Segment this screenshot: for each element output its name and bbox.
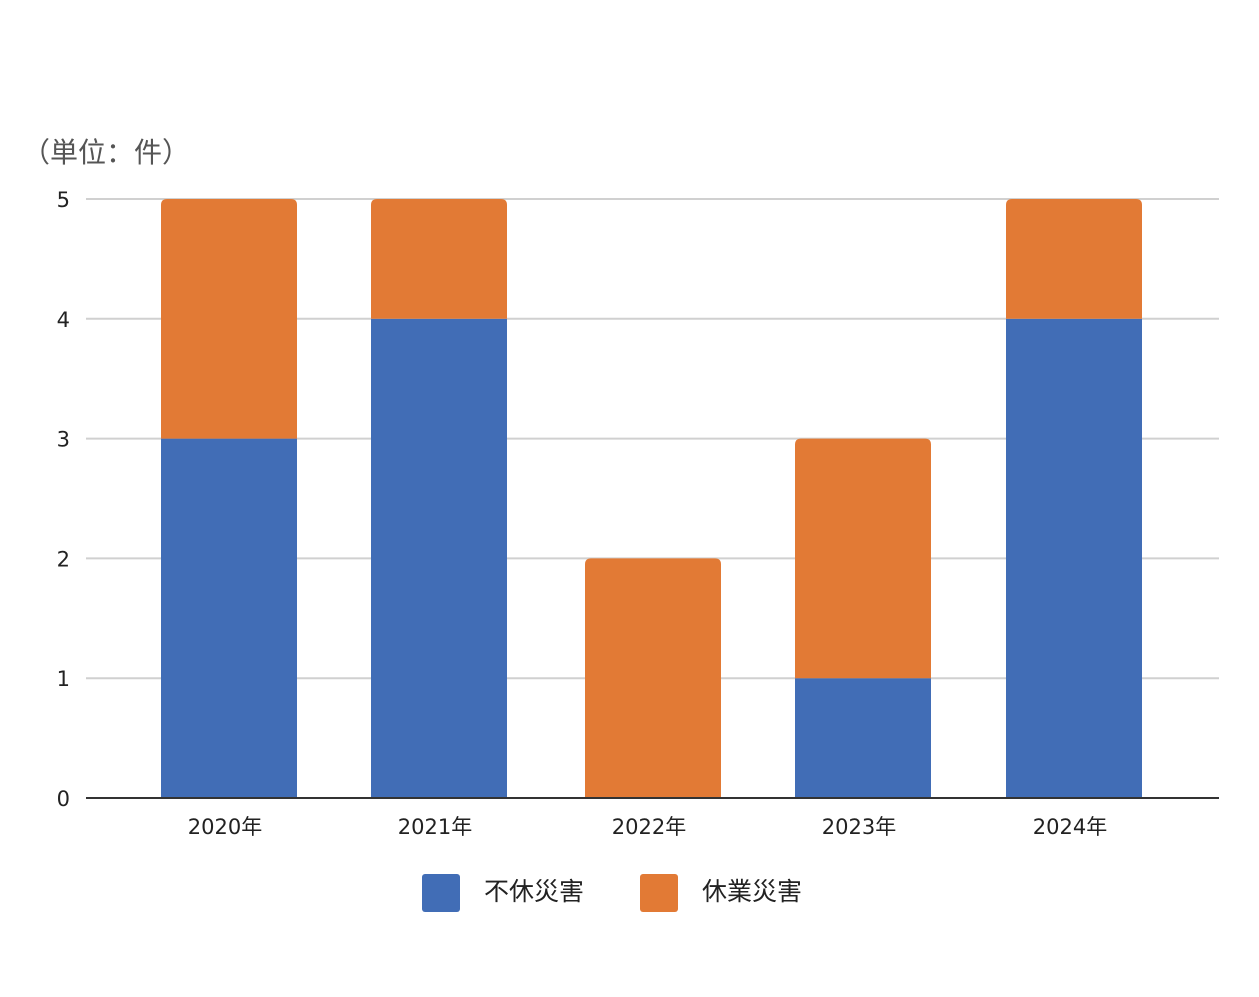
bar-segment xyxy=(371,318,507,798)
y-tick-label: 0 xyxy=(57,787,70,811)
x-tick-label: 2022年 xyxy=(612,815,686,839)
unit-label: （単位：件） xyxy=(22,136,190,169)
y-tick-label: 5 xyxy=(57,188,70,212)
y-tick-label: 1 xyxy=(57,667,70,691)
bar-segment xyxy=(1006,199,1142,319)
x-tick-label: 2023年 xyxy=(822,815,896,839)
bar-segment xyxy=(585,558,721,798)
x-tick-label: 2020年 xyxy=(188,815,262,839)
y-tick-label: 2 xyxy=(57,547,70,571)
bar-segment xyxy=(1006,318,1142,798)
bar-segment xyxy=(161,438,297,798)
y-tick-label: 3 xyxy=(57,428,70,452)
y-tick-label: 4 xyxy=(57,308,70,332)
bar-segment xyxy=(371,199,507,319)
bar-segment xyxy=(795,438,931,679)
legend-label: 不休災害 xyxy=(484,877,584,906)
bars xyxy=(161,199,1142,798)
legend-swatch xyxy=(422,874,460,912)
legend: 不休災害 休業災害 xyxy=(422,874,802,912)
bar-segment xyxy=(161,199,297,439)
x-axis-labels: 2020年 2021年 2022年 2023年 2024年 xyxy=(188,815,1107,839)
y-axis-ticks: 0 1 2 3 4 5 xyxy=(57,188,70,811)
x-tick-label: 2021年 xyxy=(398,815,472,839)
legend-label: 休業災害 xyxy=(702,877,802,906)
legend-swatch xyxy=(640,874,678,912)
bar-segment xyxy=(795,678,931,798)
x-tick-label: 2024年 xyxy=(1033,815,1107,839)
